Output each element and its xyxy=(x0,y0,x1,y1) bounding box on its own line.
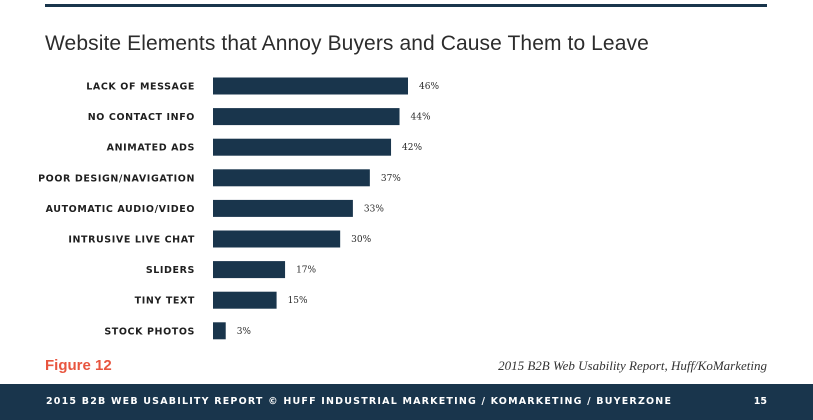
source-note: 2015 B2B Web Usability Report, Huff/KoMa… xyxy=(498,358,767,373)
bar xyxy=(213,108,400,126)
value-label: 17% xyxy=(296,266,316,276)
value-label: 37% xyxy=(381,174,401,184)
category-label: SLIDERS xyxy=(146,265,195,276)
chart-title: Website Elements that Annoy Buyers and C… xyxy=(45,32,649,55)
bar xyxy=(213,291,277,309)
bar xyxy=(213,199,353,217)
footer-band: 2015 B2B WEB USABILITY REPORT © HUFF IND… xyxy=(0,384,813,420)
category-label: INTRUSIVE LIVE CHAT xyxy=(68,235,195,246)
value-label: 30% xyxy=(351,235,371,245)
page-number: 15 xyxy=(753,396,767,407)
figure-label: Figure 12 xyxy=(45,357,112,374)
value-label: 33% xyxy=(364,204,384,214)
bar-chart: LACK OF MESSAGE 46% NO CONTACT INFO 44% ANIM… xyxy=(38,77,439,340)
bar xyxy=(213,169,370,187)
bar xyxy=(213,138,392,156)
value-label: 44% xyxy=(411,113,431,123)
bar xyxy=(213,261,286,279)
value-label: 46% xyxy=(419,82,439,92)
value-label: 3% xyxy=(237,327,252,337)
bar xyxy=(213,230,341,248)
category-label: STOCK PHOTOS xyxy=(104,326,195,337)
category-label: LACK OF MESSAGE xyxy=(86,82,195,93)
bar xyxy=(213,77,408,95)
category-label: POOR DESIGN/NAVIGATION xyxy=(38,173,195,184)
bar xyxy=(213,322,226,340)
value-label: 42% xyxy=(402,143,422,153)
top-rule xyxy=(45,4,767,7)
category-label: NO CONTACT INFO xyxy=(88,112,195,123)
category-label: AUTOMATIC AUDIO/VIDEO xyxy=(46,204,195,215)
category-label: ANIMATED ADS xyxy=(107,143,195,154)
value-label: 15% xyxy=(288,296,308,306)
category-label: TINY TEXT xyxy=(135,296,195,307)
footer-text: 2015 B2B WEB USABILITY REPORT © HUFF IND… xyxy=(46,396,673,407)
